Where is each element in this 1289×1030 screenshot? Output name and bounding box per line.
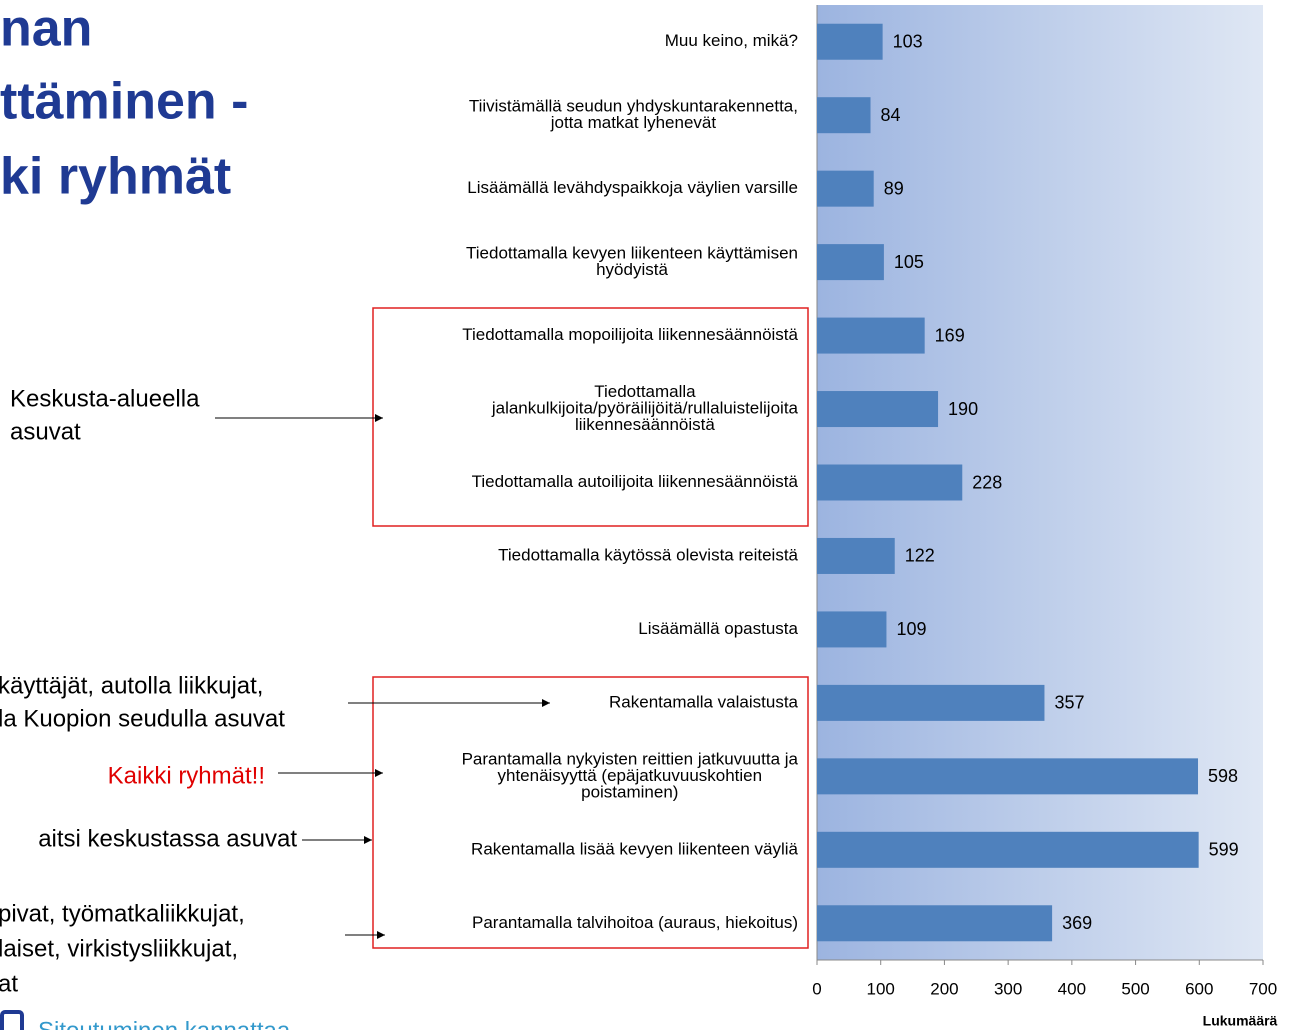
bar bbox=[817, 464, 963, 501]
y-tick-label: Tiedottamalla mopoilijoita liikennesäänn… bbox=[462, 325, 798, 344]
bar bbox=[817, 244, 884, 281]
y-tick-label: liikennesäännöistä bbox=[575, 415, 715, 434]
annotation: at bbox=[0, 970, 18, 997]
value-label: 369 bbox=[1062, 913, 1092, 933]
value-label: 228 bbox=[972, 472, 1002, 492]
x-tick-label: 500 bbox=[1121, 979, 1149, 998]
y-tick-label: Tiedottamalla autoilijoita liikennesäänn… bbox=[472, 472, 799, 491]
highlight-box bbox=[372, 676, 809, 949]
title: ttäminen - bbox=[0, 73, 248, 131]
title: nan bbox=[0, 0, 92, 58]
bar bbox=[817, 831, 1199, 868]
bar bbox=[817, 170, 874, 207]
value-label: 109 bbox=[896, 619, 926, 639]
y-tick-label: Tiivistämällä seudun yhdyskuntarakennett… bbox=[469, 96, 798, 115]
x-axis-title: Lukumäärä bbox=[1203, 1013, 1278, 1029]
y-tick-label: Lisäämällä opastusta bbox=[638, 619, 798, 638]
bar bbox=[817, 391, 939, 428]
x-tick-label: 400 bbox=[1058, 979, 1086, 998]
bar bbox=[817, 537, 895, 574]
annotation: laiset, virkistysliikkujat, bbox=[0, 935, 238, 962]
y-tick-label: Tiedottamalla käytössä olevista reiteist… bbox=[498, 545, 798, 564]
y-tick-label: jotta matkat lyhenevät bbox=[550, 113, 717, 132]
bar bbox=[817, 905, 1053, 942]
footer: Sitoutuminen kannattaa bbox=[38, 1017, 291, 1030]
value-label: 84 bbox=[881, 105, 901, 125]
value-label: 598 bbox=[1208, 766, 1238, 786]
y-tick-label: Rakentamalla valaistusta bbox=[609, 692, 799, 711]
x-tick-label: 700 bbox=[1249, 979, 1277, 998]
y-tick-label: Lisäämällä levähdyspaikkoja väylien vars… bbox=[467, 178, 798, 197]
value-label: 357 bbox=[1054, 693, 1084, 713]
y-tick-label: Muu keino, mikä? bbox=[665, 31, 798, 50]
y-tick-label: jalankulkijoita/pyöräilijöitä/rullaluist… bbox=[491, 399, 799, 418]
title: ki ryhmät bbox=[0, 148, 231, 206]
annotation: pivat, työmatkaliikkujat, bbox=[0, 900, 245, 927]
bar bbox=[817, 611, 887, 648]
annotation: la Kuopion seudulla asuvat bbox=[0, 705, 285, 732]
x-tick-label: 0 bbox=[812, 979, 821, 998]
value-label: 190 bbox=[948, 399, 978, 419]
highlight-box bbox=[372, 307, 809, 527]
annotation: Kaikki ryhmät!! bbox=[108, 762, 265, 789]
y-tick-label: Parantamalla nykyisten reittien jatkuvuu… bbox=[462, 749, 799, 768]
y-tick-label: Rakentamalla lisää kevyen liikenteen väy… bbox=[471, 839, 798, 858]
annotation: käyttäjät, autolla liikkujat, bbox=[0, 672, 263, 699]
bar bbox=[817, 23, 883, 60]
annotation: aitsi keskustassa asuvat bbox=[38, 825, 297, 852]
bar bbox=[817, 97, 871, 134]
value-label: 122 bbox=[905, 546, 935, 566]
value-label: 89 bbox=[884, 178, 904, 198]
y-tick-label: Tiedottamalla kevyen liikenteen käyttämi… bbox=[466, 243, 798, 262]
annotation: Keskusta-alueella bbox=[10, 385, 200, 412]
x-tick-label: 300 bbox=[994, 979, 1022, 998]
x-tick-label: 200 bbox=[930, 979, 958, 998]
y-tick-label: yhtenäisyyttä (epäjatkuvuuskohtien bbox=[497, 766, 762, 785]
logo bbox=[0, 1010, 24, 1030]
bar bbox=[817, 758, 1199, 795]
y-tick-label: hyödyistä bbox=[596, 260, 668, 279]
value-label: 103 bbox=[893, 31, 923, 51]
x-tick-label: 100 bbox=[867, 979, 895, 998]
bar bbox=[817, 684, 1045, 721]
value-label: 105 bbox=[894, 252, 924, 272]
y-tick-label: Tiedottamalla bbox=[594, 382, 696, 401]
y-tick-label: Parantamalla talvihoitoa (auraus, hiekoi… bbox=[472, 913, 798, 932]
x-tick-label: 600 bbox=[1185, 979, 1213, 998]
bar bbox=[817, 317, 925, 354]
value-label: 599 bbox=[1209, 840, 1239, 860]
value-label: 169 bbox=[935, 325, 965, 345]
annotation: asuvat bbox=[10, 418, 81, 445]
y-tick-label: poistaminen) bbox=[581, 782, 678, 801]
